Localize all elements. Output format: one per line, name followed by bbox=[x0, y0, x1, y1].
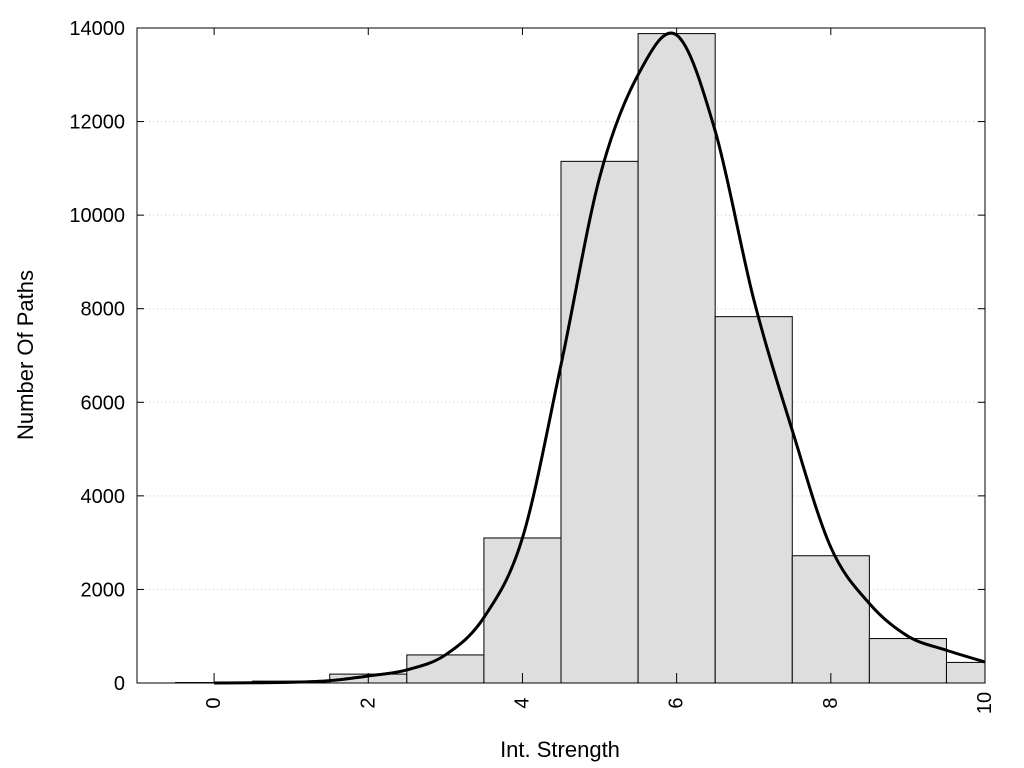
x-axis-title: Int. Strength bbox=[500, 737, 620, 762]
histogram-bar bbox=[406, 654, 485, 684]
y-axis-ticks: 0 2000 4000 6000 8000 10000 12000 14000 bbox=[69, 18, 985, 695]
y-tick-label: 4000 bbox=[81, 486, 126, 508]
y-tick-label: 2000 bbox=[81, 579, 126, 601]
y-tick-label: 10000 bbox=[69, 205, 125, 227]
x-tick-label: 2 bbox=[357, 697, 379, 708]
x-tick-label: 4 bbox=[511, 697, 533, 708]
histogram-bar bbox=[791, 555, 870, 684]
plot-frame bbox=[136, 27, 986, 684]
y-tick-label: 14000 bbox=[69, 18, 125, 40]
x-tick-label: 8 bbox=[820, 697, 842, 708]
x-tick-label: 0 bbox=[203, 697, 225, 708]
x-axis-ticks: 0 2 4 6 8 10 bbox=[203, 28, 996, 714]
x-tick-label: 10 bbox=[974, 692, 996, 714]
x-tick-label: 6 bbox=[666, 697, 688, 708]
histogram-bar bbox=[945, 661, 986, 684]
y-tick-label: 6000 bbox=[81, 392, 126, 414]
y-tick-label: 0 bbox=[114, 673, 125, 695]
histogram-bar bbox=[637, 33, 716, 684]
bars bbox=[175, 33, 986, 684]
histogram-bar bbox=[714, 316, 793, 684]
histogram-bar bbox=[560, 160, 639, 684]
y-axis-title: Number Of Paths bbox=[13, 270, 38, 440]
y-tick-label: 8000 bbox=[81, 299, 126, 321]
histogram-bar bbox=[483, 537, 562, 684]
histogram-bar bbox=[868, 638, 947, 684]
y-tick-label: 12000 bbox=[69, 112, 125, 134]
